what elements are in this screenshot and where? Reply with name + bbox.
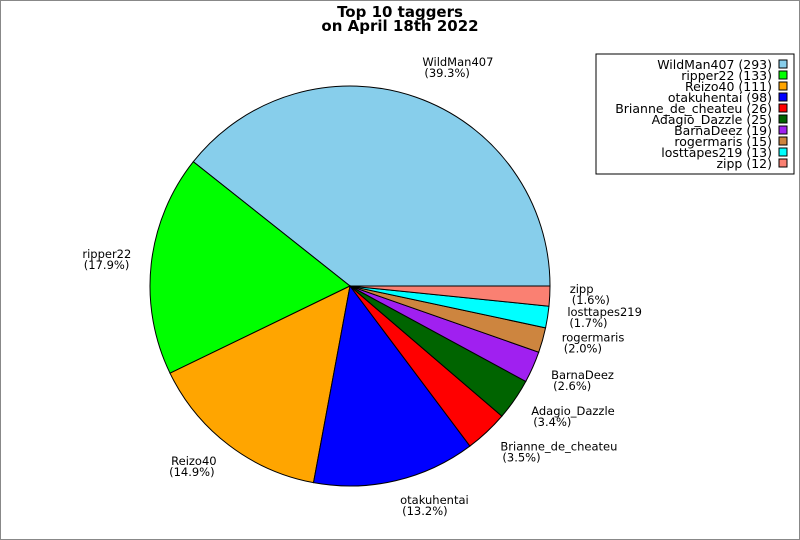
slice-percent-label: (13.2%) [402,504,448,518]
slice-label: zipp [570,282,594,296]
legend: WildMan407 (293)ripper22 (133)Reizo40 (1… [595,53,795,175]
legend-entry-label: rogermaris (15) [674,134,772,149]
legend-entry-label: Reizo40 (111) [685,79,772,94]
legend-swatch [778,125,788,135]
legend-entry-label: otakuhentai (98) [668,90,772,105]
slice-label: otakuhentai [400,493,469,507]
chart-title-line-2: on April 18th 2022 [321,17,478,35]
legend-swatch [778,92,788,102]
legend-swatch [778,59,788,69]
legend-swatch [778,81,788,91]
legend-swatch [778,114,788,124]
slice-label: BarnaDeez [551,368,614,382]
pie-slice-WildMan407 [192,85,551,287]
slice-percent-label: (1.6%) [572,293,610,307]
legend-entry-label: ripper22 (133) [681,68,772,83]
legend-swatch [778,103,788,113]
slice-label: WildMan407 [422,55,493,69]
slice-percent-label: (14.9%) [169,465,215,479]
legend-swatch [778,70,788,80]
slice-label: losttapes219 [567,305,642,319]
pie-slice-Reizo40 [169,285,351,484]
slice-percent-label: (3.4%) [533,415,571,429]
slice-percent-label: (39.3%) [424,66,470,80]
legend-swatch [778,158,788,168]
legend-swatch [778,147,788,157]
legend-entry-label: losttapes219 (13) [661,145,772,160]
slice-label: Reizo40 [171,454,216,468]
slice-percent-label: (1.7%) [569,316,607,330]
chart-title-line-1: Top 10 taggers [337,3,463,21]
legend-entry-label: WildMan407 (293) [657,57,772,72]
pie-slice-otakuhentai [312,284,471,487]
slice-percent-label: (17.9%) [84,258,130,272]
pie-slice-zipp [349,285,551,307]
legend-entry-label: BarnaDeez (19) [674,123,772,138]
legend-entry-label: zipp (12) [716,156,772,171]
slice-label: Adagio_Dazzle [531,404,615,418]
slice-percent-label: (3.5%) [502,451,540,465]
legend-entry-label: Adagio_Dazzle (25) [652,112,772,127]
slice-label: Brianne_de_cheateu [500,440,617,454]
slice-percent-label: (2.0%) [564,342,602,356]
slice-percent-label: (2.6%) [553,379,591,393]
legend-swatch [778,136,788,146]
slice-label: rogermaris [562,331,625,345]
slice-label: ripper22 [82,247,131,261]
pie-slice-ripper22 [149,161,351,374]
legend-entry-label: Brianne_de_cheateu (26) [615,101,772,116]
